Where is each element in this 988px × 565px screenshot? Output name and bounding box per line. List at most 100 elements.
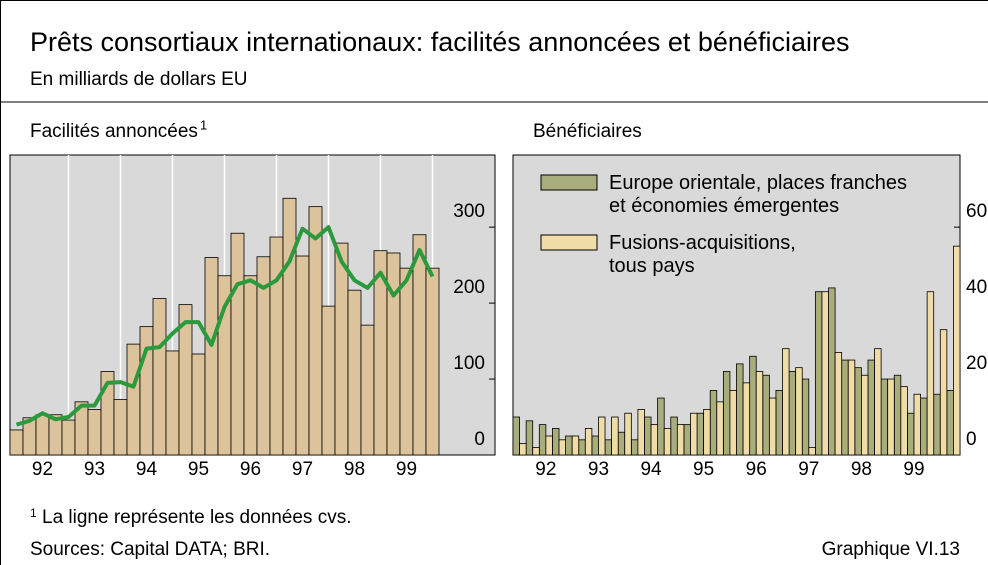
bar xyxy=(360,324,375,456)
bar xyxy=(907,412,915,456)
y-tick-label: 0 xyxy=(966,429,977,450)
bar xyxy=(893,374,902,456)
x-tick-label: 94 xyxy=(640,459,662,480)
y-tick-label: 300 xyxy=(453,201,485,222)
bar xyxy=(880,378,889,456)
bar xyxy=(321,305,336,456)
bar xyxy=(946,390,954,456)
bar xyxy=(834,352,843,456)
bar xyxy=(887,378,895,456)
bar xyxy=(624,412,632,456)
y-tick-label: 100 xyxy=(453,353,485,374)
bar xyxy=(630,439,639,456)
x-tick-label: 95 xyxy=(188,459,209,480)
bar xyxy=(545,435,553,456)
x-tick-label: 99 xyxy=(396,459,417,480)
bar xyxy=(663,428,672,456)
bar xyxy=(913,393,921,456)
bar xyxy=(637,409,645,456)
bar xyxy=(538,424,547,456)
bar xyxy=(617,431,626,456)
bar xyxy=(269,236,284,456)
legend-label: Europe orientale, places franches et éco… xyxy=(609,172,907,217)
title-note: 1 xyxy=(200,117,207,132)
bar xyxy=(814,291,823,456)
bar xyxy=(926,291,935,456)
bar xyxy=(788,371,797,456)
bar xyxy=(821,291,829,456)
bar xyxy=(525,420,534,456)
y-tick-label: 0 xyxy=(474,429,485,450)
bar xyxy=(939,329,948,456)
bar xyxy=(749,355,757,456)
bar xyxy=(933,393,941,456)
bar xyxy=(282,197,297,456)
bar xyxy=(61,419,76,456)
bar xyxy=(165,350,180,456)
x-tick-label: 96 xyxy=(240,459,261,480)
bar xyxy=(558,439,566,456)
bar xyxy=(716,401,724,456)
bar xyxy=(152,298,167,456)
bar xyxy=(386,252,401,456)
bar xyxy=(841,359,849,456)
bar xyxy=(775,390,783,456)
x-tick-label: 95 xyxy=(693,459,714,480)
bar xyxy=(295,255,310,456)
sources: Sources: Capital DATA; BRI. xyxy=(30,539,270,560)
x-tick-label: 93 xyxy=(588,459,609,480)
bar xyxy=(243,275,258,456)
bar xyxy=(9,429,24,456)
bar xyxy=(87,409,102,456)
bar xyxy=(729,390,737,456)
footnote-marker: 1 xyxy=(30,506,37,520)
footnote: La ligne représente les données cvs. xyxy=(42,507,351,528)
line xyxy=(15,225,435,427)
bar xyxy=(709,390,718,456)
bar xyxy=(644,416,652,456)
legend-label: Fusions-acquisitions, tous pays xyxy=(609,232,796,277)
bar xyxy=(308,206,323,456)
bar xyxy=(571,435,580,456)
legend-swatch xyxy=(540,174,598,191)
bar xyxy=(900,386,908,456)
bar xyxy=(126,343,141,456)
bar xyxy=(412,234,427,456)
bar xyxy=(230,232,245,456)
bar xyxy=(854,367,862,456)
x-tick-label: 92 xyxy=(535,459,556,480)
bar xyxy=(801,378,810,456)
bar xyxy=(611,416,619,456)
legend-swatch xyxy=(540,234,598,251)
x-tick-label: 93 xyxy=(84,459,105,480)
bar xyxy=(683,424,691,456)
bar xyxy=(35,414,50,456)
bar xyxy=(191,353,206,456)
bar xyxy=(867,359,875,456)
bar xyxy=(953,245,961,456)
panel-title: Facilités annoncées xyxy=(30,121,198,142)
y-tick-label: 200 xyxy=(453,277,485,298)
bar xyxy=(703,409,711,456)
bar xyxy=(690,412,698,456)
bar xyxy=(696,412,705,456)
bar xyxy=(670,416,678,456)
page-title: Prêts consortiaux internationaux: facili… xyxy=(30,27,849,57)
bar xyxy=(519,443,527,456)
x-tick-label: 99 xyxy=(903,459,924,480)
bar xyxy=(598,416,606,456)
bar xyxy=(860,374,869,456)
bar xyxy=(795,367,803,456)
subtitle: En milliards de dollars EU xyxy=(30,69,248,90)
bar xyxy=(591,435,599,456)
x-tick-label: 98 xyxy=(344,459,365,480)
x-tick-label: 94 xyxy=(136,459,158,480)
bar xyxy=(552,428,560,456)
panel-title: Bénéficiaires xyxy=(533,121,642,142)
chart-number: Graphique VI.13 xyxy=(822,539,960,560)
bar xyxy=(762,374,770,456)
bar xyxy=(204,257,219,456)
bar xyxy=(755,371,764,456)
bar xyxy=(399,267,414,456)
